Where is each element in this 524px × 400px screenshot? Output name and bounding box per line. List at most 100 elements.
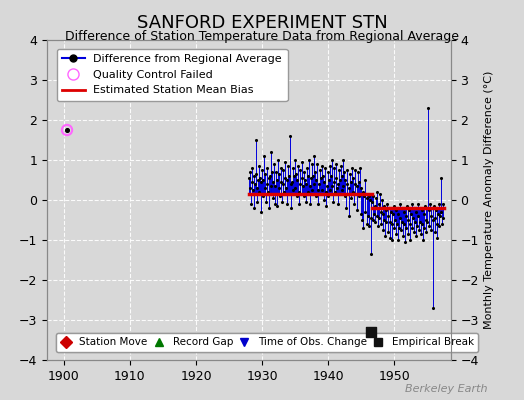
Point <box>249 187 257 193</box>
Point <box>305 183 314 189</box>
Point <box>338 173 346 179</box>
Point <box>260 185 269 191</box>
Point <box>252 171 260 177</box>
Point <box>376 209 385 215</box>
Point <box>276 193 284 199</box>
Point <box>375 215 384 221</box>
Point <box>278 199 286 205</box>
Point <box>253 199 261 205</box>
Point <box>275 185 283 191</box>
Point <box>247 201 255 207</box>
Point <box>327 173 335 179</box>
Point <box>364 213 372 219</box>
Point <box>300 169 308 175</box>
Point <box>381 233 389 239</box>
Point <box>342 205 351 211</box>
Point <box>314 201 323 207</box>
Text: SANFORD EXPERIMENT STN: SANFORD EXPERIMENT STN <box>137 14 387 32</box>
Point <box>259 177 268 183</box>
Point <box>290 173 298 179</box>
Point <box>419 211 428 217</box>
Point <box>424 207 433 213</box>
Point <box>307 175 315 181</box>
Point <box>249 173 258 179</box>
Point <box>427 227 435 233</box>
Point <box>437 209 445 215</box>
Point <box>326 187 334 193</box>
Point <box>351 167 359 173</box>
Point <box>436 175 445 181</box>
Point <box>408 201 417 207</box>
Point <box>425 223 434 229</box>
Point <box>433 235 442 241</box>
Point <box>332 161 341 167</box>
Point <box>361 209 369 215</box>
Point <box>272 169 280 175</box>
Point <box>263 181 271 187</box>
Point <box>296 181 304 187</box>
Point <box>265 205 274 211</box>
Point <box>277 165 286 171</box>
Point <box>394 211 402 217</box>
Point <box>280 175 289 181</box>
Point <box>368 217 377 223</box>
Point <box>420 225 429 231</box>
Legend: Station Move, Record Gap, Time of Obs. Change, Empirical Break: Station Move, Record Gap, Time of Obs. C… <box>57 333 478 352</box>
Point <box>303 165 311 171</box>
Point <box>345 185 354 191</box>
Point <box>253 185 261 191</box>
Point <box>377 221 385 227</box>
Point <box>260 153 268 159</box>
Point <box>299 183 308 189</box>
Point <box>315 181 323 187</box>
Point <box>329 199 337 205</box>
Point <box>409 229 418 235</box>
Point <box>254 177 263 183</box>
Point <box>399 209 408 215</box>
Point <box>404 231 412 237</box>
Point <box>324 193 332 199</box>
Point <box>319 173 327 179</box>
Point <box>331 189 339 195</box>
Point <box>247 179 256 185</box>
Point <box>328 183 336 189</box>
Point <box>294 189 303 195</box>
Point <box>341 193 349 199</box>
Point <box>439 215 447 221</box>
Point <box>302 199 310 205</box>
Point <box>318 163 326 169</box>
Point <box>354 169 362 175</box>
Point <box>286 133 294 139</box>
Point <box>268 169 276 175</box>
Point <box>315 167 324 173</box>
Point <box>396 215 405 221</box>
Point <box>389 211 397 217</box>
Point <box>383 201 391 207</box>
Point <box>436 213 444 219</box>
Point <box>366 197 374 203</box>
Point <box>409 215 417 221</box>
Text: Difference of Station Temperature Data from Regional Average: Difference of Station Temperature Data f… <box>65 30 459 43</box>
Point <box>419 237 427 243</box>
Point <box>426 201 434 207</box>
Point <box>297 191 305 197</box>
Point <box>288 179 296 185</box>
Point <box>432 221 441 227</box>
Point <box>391 231 400 237</box>
Point <box>389 225 398 231</box>
Point <box>431 215 439 221</box>
Point <box>298 175 306 181</box>
Point <box>269 179 278 185</box>
Point <box>283 177 291 183</box>
Point <box>305 157 313 163</box>
Point <box>414 213 422 219</box>
Point <box>373 189 381 195</box>
Point <box>380 203 388 209</box>
Point <box>402 225 410 231</box>
Point <box>346 195 355 201</box>
Point <box>255 189 264 195</box>
Point <box>348 165 356 171</box>
Point <box>367 329 376 335</box>
Point <box>353 207 361 213</box>
Point <box>255 163 263 169</box>
